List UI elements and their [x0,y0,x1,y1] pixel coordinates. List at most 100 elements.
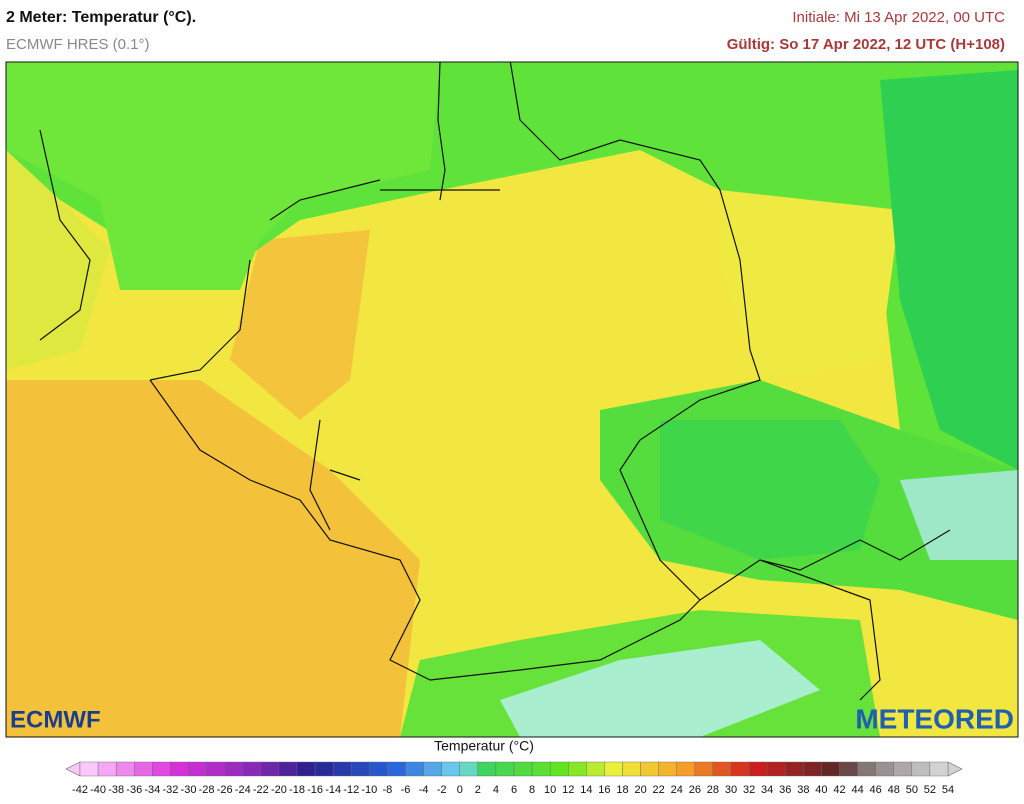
legend-tick-label: -20 [271,784,287,796]
legend-tick-label: -38 [108,784,124,796]
legend-cell [785,761,804,777]
legend-cell [640,761,659,777]
legend-cell [477,761,497,777]
legend-cell [911,761,931,777]
legend-title: Temperatur (°C) [434,738,534,754]
legend-cell [766,761,786,777]
legend-tick-label: 54 [942,784,954,796]
legend-tick-label: 52 [924,784,936,796]
legend-tick-label: -30 [181,784,197,796]
legend-tick-label: 50 [906,784,918,796]
legend-tick-label: -2 [437,784,447,796]
legend-cell [622,761,641,777]
legend-tick-label: 22 [653,784,665,796]
map: ECMWF METEORED [5,61,1019,738]
legend-tick-label: -34 [144,784,160,796]
legend-tick-label: -40 [90,784,106,796]
legend-cell [314,761,334,777]
legend-cell [332,761,352,777]
legend-cell [875,761,894,777]
legend-cell [405,761,424,777]
legend-tick-label: 24 [671,784,683,796]
legend-tick-label: 16 [598,784,610,796]
legend-tick-label: 36 [779,784,791,796]
legend-tick-label: -6 [401,784,411,796]
legend-tick-label: -26 [217,784,233,796]
legend-cell [586,761,605,777]
legend-cell [441,761,460,777]
legend-cell [568,761,587,777]
legend-cell [549,761,569,777]
legend-tick-label: 8 [529,784,535,796]
initial-time: Initiale: Mi 13 Apr 2022, 00 UTC [792,9,1005,26]
legend-cell [839,761,858,777]
legend-cell [351,761,370,777]
legend-cell [278,761,298,777]
color-legend: -42 -40 -38 -36 -34 -32 -30 -28 -26 -24 -22 -20 -18-… [65,761,963,796]
legend-cell [730,761,750,777]
legend-cell [387,761,406,777]
legend-tick-label: -36 [126,784,142,796]
legend-cell [260,761,280,777]
legend-tick-label: -16 [307,784,323,796]
legend-tick-label: 44 [851,784,863,796]
legend-tick-label: -24 [235,784,251,796]
legend-tick-label: 34 [761,784,773,796]
legend-tick-label: -28 [199,784,215,796]
legend-cell [423,761,442,777]
legend-tick-label: 30 [725,784,737,796]
legend-tick-label: 38 [797,784,809,796]
legend-cell [369,761,388,777]
legend-cell [676,761,696,777]
legend-tick-label: -14 [325,784,341,796]
legend-cell [134,761,153,777]
legend-tick-label: -22 [253,784,269,796]
legend-tick-label: -18 [289,784,305,796]
legend-tick-label: 20 [634,784,646,796]
legend-tick-label: 28 [707,784,719,796]
legend-arrow-high [947,761,963,777]
legend-tick-label: -10 [361,784,377,796]
title: 2 Meter: Temperatur (°C). [6,9,196,26]
legend-tick-label: 2 [475,784,481,796]
legend-cell [712,761,732,777]
legend-tick-label: 26 [689,784,701,796]
legend-cell [188,761,207,777]
legend-tick-label: 42 [833,784,845,796]
legend-cell [604,761,623,777]
legend-cell [658,761,677,777]
legend-cell [821,761,840,777]
legend-cell [296,761,316,777]
legend-arrow-low [65,761,81,777]
legend-tick-label: -12 [343,784,359,796]
legend-cell [531,761,551,777]
legend-cell [459,761,479,777]
legend-cell [694,761,714,777]
legend-cell [170,761,189,777]
legend-cell [152,761,171,777]
meteored-logo: METEORED [855,703,1014,734]
legend-tick-label: -32 [162,784,178,796]
legend-cell [929,761,949,777]
legend-tick-label: 32 [743,784,755,796]
legend-tick-label: 6 [511,784,517,796]
legend-cell [495,761,515,777]
legend-cell [513,761,533,777]
legend-cell [97,761,117,777]
legend-cell [206,761,225,777]
valid-time: Gültig: So 17 Apr 2022, 12 UTC (H+108) [727,36,1005,53]
ecmwf-logo: ECMWF [10,706,101,733]
legend-cell [893,761,913,777]
legend-tick-label: 0 [457,784,463,796]
legend-tick-label: 10 [544,784,556,796]
legend-cell [748,761,768,777]
legend-tick-label: 18 [616,784,628,796]
legend-cell [803,761,822,777]
legend-tick-label: 4 [493,784,499,796]
legend-cell [115,761,135,777]
legend-cell [857,761,876,777]
legend-cell [242,761,262,777]
legend-tick-label: 14 [580,784,592,796]
legend-tick-label: 40 [815,784,827,796]
